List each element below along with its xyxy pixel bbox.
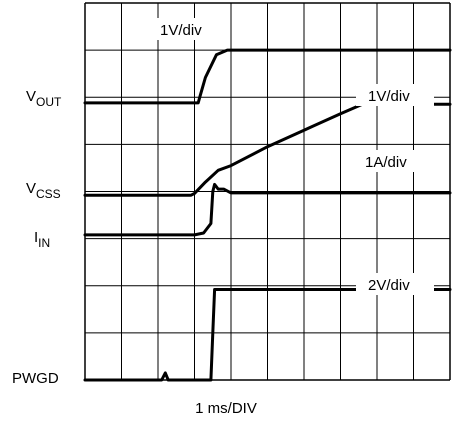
chart-traces <box>83 48 452 382</box>
trace-pwgd <box>83 288 452 382</box>
x-axis-label: 1 ms/DIV <box>195 400 257 417</box>
scale-label-pwgd: 2V/div <box>368 277 410 294</box>
channel-label-vout: VOUT <box>26 88 62 109</box>
channel-label-pwgd: PWGD <box>12 370 59 387</box>
channel-label-vcss: VCSS <box>26 180 61 201</box>
trace-vout <box>83 48 452 105</box>
trace-vcss <box>83 102 452 197</box>
scale-label-vcss: 1V/div <box>368 88 410 105</box>
scale-label-iin: 1A/div <box>365 154 407 171</box>
trace-in <box>83 182 452 237</box>
channel-label-iin: IIN <box>34 229 50 250</box>
scale-label-vout: 1V/div <box>160 22 202 39</box>
